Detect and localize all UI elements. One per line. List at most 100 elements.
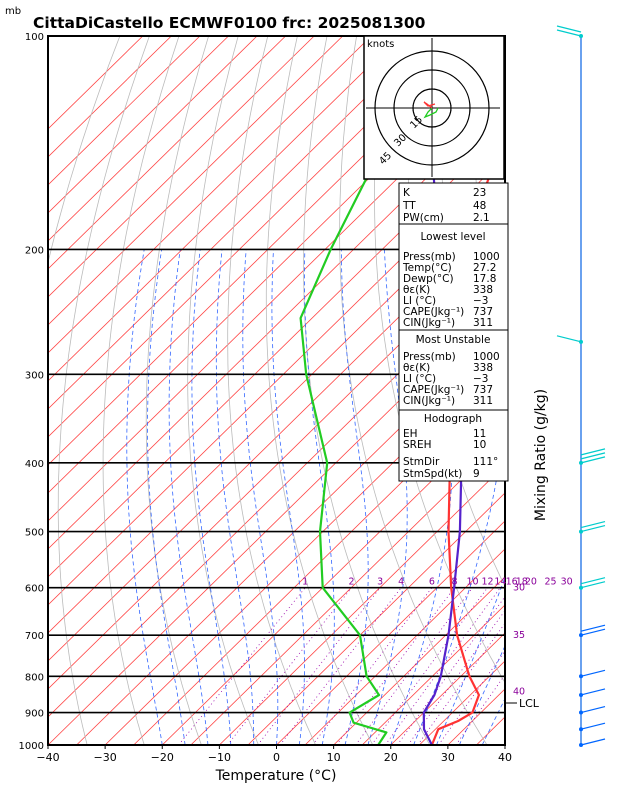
moist-adiabat-line	[147, 249, 186, 745]
mixing-ratio-label: 3	[377, 577, 383, 588]
dry-adiabat-line	[564, 36, 618, 745]
hodo-stmdir-value: 111°	[473, 456, 498, 468]
isotherm-line	[48, 36, 401, 382]
pressure-tick-label: 800	[25, 672, 44, 683]
mixing-ratio-label: 30	[561, 577, 573, 588]
mu-cape-name: CAPE(Jkg⁻¹)	[403, 384, 464, 396]
ll-thetae-value: 338	[473, 284, 493, 296]
mixing-ratio-label: 25	[544, 577, 556, 588]
dry-adiabat-line	[187, 36, 259, 745]
isotherm-line	[48, 36, 144, 130]
dewpoint-profile-line	[299, 36, 441, 745]
moist-adiabat-line	[215, 249, 255, 745]
hodo-sreh-name: SREH	[403, 439, 432, 451]
isotherm-line	[48, 36, 229, 214]
wind-barb-flag	[556, 29, 582, 37]
pressure-tick-label: 600	[25, 584, 44, 595]
isotherm-line	[48, 36, 458, 438]
mixing-ratio-line	[257, 587, 381, 745]
stability-indices-panel: K 23 TT 48 PW(cm) 2.1 Lowest level Press…	[398, 182, 509, 482]
pressure-tick-label: 300	[25, 370, 44, 381]
isotherm-line	[304, 548, 505, 745]
wind-barb-flag	[556, 335, 582, 343]
mixing-ratio-label: 6	[429, 577, 435, 588]
x-tick-label: −10	[208, 751, 231, 764]
pressure-tick-label: 200	[25, 245, 44, 256]
lcl-label: LCL	[519, 697, 540, 710]
x-tick-label: 30	[441, 751, 455, 764]
isotherm-line	[48, 268, 505, 718]
mixing-ratio-label: 4	[398, 577, 404, 588]
ll-li-name: LI (°C)	[403, 295, 436, 307]
wet-bulb-label: 30	[513, 583, 525, 594]
isotherm-line	[190, 436, 505, 745]
moist-adiabat-line	[340, 249, 369, 745]
indices-frame	[398, 182, 509, 482]
isotherm-line	[48, 36, 201, 186]
x-tick-label: 40	[498, 751, 512, 764]
mu-thetae-value: 338	[473, 362, 493, 374]
hodograph-unit-label: knots	[367, 39, 394, 50]
wet-bulb-label: 40	[513, 686, 525, 697]
ll-cin-name: CIN(Jkg⁻¹)	[403, 317, 455, 329]
ll-li-value: −3	[473, 295, 488, 307]
x-tick-label: −40	[36, 751, 59, 764]
mu-li-name: LI (°C)	[403, 373, 436, 385]
mixing-ratio-line	[417, 622, 505, 745]
hodograph-trace-low	[423, 107, 439, 119]
wind-barb-flag	[580, 448, 606, 456]
dry-adiabat-line	[593, 36, 618, 745]
ll-thetae-name: θε(K)	[403, 284, 430, 296]
x-tick-label: −30	[94, 751, 117, 764]
most-unstable-header: Most Unstable	[416, 334, 491, 346]
pressure-tick-label: 500	[25, 528, 44, 539]
index-k-value: 23	[473, 187, 486, 199]
wind-barb-flag	[580, 452, 606, 460]
isotherm-line	[48, 36, 429, 410]
dry-adiabat-line	[303, 36, 431, 745]
hodo-sreh-value: 10	[473, 439, 486, 451]
hodograph-header: Hodograph	[424, 413, 482, 425]
wind-barb-flag	[580, 577, 606, 585]
mu-press-value: 1000	[473, 351, 500, 363]
mixing-ratio-label: 20	[525, 577, 537, 588]
ll-cape-name: CAPE(Jkg⁻¹)	[403, 306, 464, 318]
wind-barb-flag	[580, 628, 606, 636]
wind-barb-flag	[556, 25, 582, 33]
wind-barb-flag	[580, 705, 606, 714]
x-tick-label: 10	[327, 751, 341, 764]
hodo-eh-value: 11	[473, 428, 486, 440]
index-pw-name: PW(cm)	[403, 212, 444, 224]
wind-barb-flag	[580, 722, 606, 730]
lowest-level-header: Lowest level	[420, 231, 485, 243]
wind-barb-flag	[580, 624, 606, 632]
isotherm-line	[361, 604, 505, 745]
ll-temp-name: Temp(°C)	[402, 262, 452, 274]
pressure-tick-label: 100	[25, 32, 44, 43]
moist-adiabat-line	[168, 249, 209, 745]
mixing-ratio-label: 2	[348, 577, 354, 588]
hodograph-trace-mid	[423, 101, 436, 109]
isotherm-line	[48, 184, 505, 634]
hodo-stmspd-value: 9	[473, 468, 480, 480]
moist-adiabat-line	[304, 249, 335, 745]
ll-dewp-value: 17.8	[473, 273, 496, 285]
ll-press-name: Press(mb)	[403, 251, 456, 263]
pressure-unit-label: mb	[5, 6, 21, 17]
isotherm-line	[48, 156, 505, 606]
dry-adiabat-line	[57, 36, 150, 745]
wind-barb-flag	[580, 738, 606, 746]
mu-thetae-name: θε(K)	[403, 362, 430, 374]
hodo-stmspd-name: StmSpd(kt)	[403, 468, 462, 480]
x-tick-label: 0	[273, 751, 280, 764]
wind-barb-flag	[580, 688, 606, 696]
pressure-tick-label: 1000	[19, 741, 44, 752]
isotherm-line	[48, 212, 505, 662]
mu-cin-name: CIN(Jkg⁻¹)	[403, 395, 455, 407]
moist-adiabat-line	[481, 697, 505, 745]
mixing-ratio-label: 10	[466, 577, 478, 588]
mixing-ratio-label: 8	[451, 577, 457, 588]
wind-barb-flag	[580, 581, 606, 589]
index-tt-value: 48	[473, 200, 486, 212]
